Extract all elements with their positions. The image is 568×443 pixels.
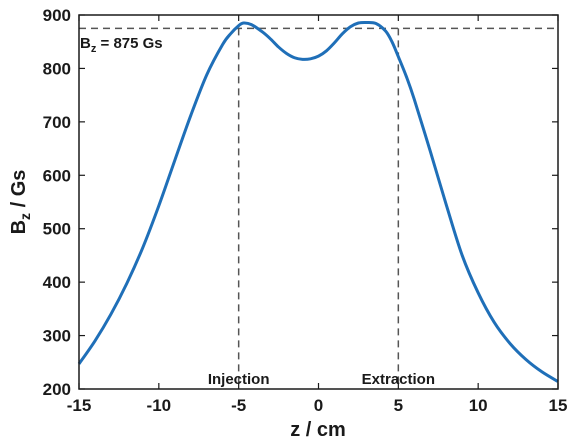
series-layer: [77, 20, 559, 383]
x-axis-label: z / cm: [290, 419, 346, 441]
y-tick-label: 700: [43, 113, 71, 132]
y-tick-label: 400: [43, 273, 71, 292]
reference-labels: Injection Extraction: [208, 371, 435, 388]
reference-label: Extraction: [362, 371, 435, 388]
x-tick-label: 15: [549, 396, 568, 415]
y-tick-label: 800: [43, 59, 71, 78]
reference-label: Injection: [208, 371, 270, 388]
reference-lines: [79, 27, 558, 389]
x-tick-label: 0: [314, 396, 323, 415]
x-tick-label: -15: [67, 396, 92, 415]
y-axis-label: Bz / Gs: [8, 170, 33, 235]
x-tick-label: -5: [231, 396, 246, 415]
x-tick-label: 5: [394, 396, 403, 415]
x-tick-label: -10: [147, 396, 172, 415]
y-tick-label: 200: [43, 380, 71, 399]
plot-background: [79, 15, 558, 389]
series-line: [77, 20, 559, 383]
x-tick-label: 10: [469, 396, 488, 415]
y-tick-label: 300: [43, 327, 71, 346]
y-tick-label: 600: [43, 166, 71, 185]
y-tick-label: 900: [43, 6, 71, 25]
plot-frame: [78, 14, 559, 390]
y-tick-label: 500: [43, 220, 71, 239]
plot-border: [78, 14, 559, 390]
annotation-text: Bz = 875 Gs: [80, 35, 163, 55]
plot-area: [79, 15, 558, 389]
